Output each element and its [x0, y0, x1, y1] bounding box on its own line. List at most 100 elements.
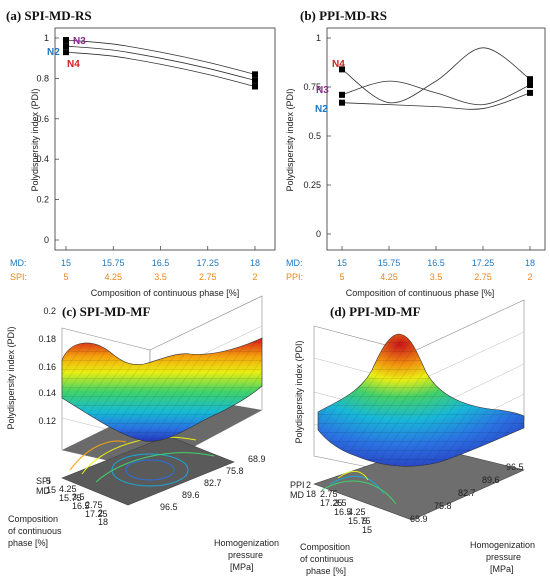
panel-b-xtick-md: 15.75	[378, 258, 401, 268]
panel-b-xtick-md: 18	[525, 258, 535, 268]
panel-b-point-n2-end	[527, 89, 533, 96]
panel-c-zlabel: Polydispersity index (PDI)	[6, 326, 16, 429]
panel-c-ytick-label: 75.8	[226, 466, 244, 476]
panel-d-xtick-top: 3.5	[334, 498, 347, 508]
panel-a-point-n3-end	[252, 71, 258, 78]
panel-a-ytick-label: 0.6	[36, 114, 49, 124]
panel-c-ylabel-line3: [MPa]	[230, 562, 254, 572]
panel-c-xtick-bottom: 15	[46, 485, 56, 495]
panel-a-label-n4: N4	[67, 59, 80, 70]
panel-b-xtick-md: 15	[337, 258, 347, 268]
panel-a-title: (a) SPI-MD-RS	[6, 8, 92, 23]
panel-c-xtick-top: 2.75	[85, 500, 103, 510]
panel-d-surface-mesh	[318, 334, 524, 467]
panel-b-ytick-label: 1	[316, 33, 321, 43]
panel-a-spi-label: SPI:	[10, 272, 27, 282]
panel-d-xtick-bottom: 15	[362, 525, 372, 535]
panel-b-yticks: 0 0.25 0.5 0.75 1	[303, 33, 331, 239]
panel-b-ytick-label: 0	[316, 229, 321, 239]
panel-b-ytick-label: 0.25	[303, 180, 321, 190]
panel-a-frame	[54, 27, 276, 251]
panel-b-ytick-label: 0.5	[308, 131, 321, 141]
panel-c-xtick-bottom: 15.75	[59, 493, 82, 503]
panel-a-series-n2	[65, 45, 256, 81]
panel-d-ytick-label: 75.8	[434, 501, 452, 511]
panel-a: (a) SPI-MD-RS Polydispersity index (PDI)…	[6, 8, 276, 298]
panel-b-xtick-md: 16.5	[427, 258, 445, 268]
panel-b-point-n4-start	[339, 66, 345, 73]
panel-b-xlabel: Composition of continuous phase [%]	[346, 288, 495, 298]
panel-d-x-label-top: PPI	[290, 480, 305, 490]
panel-c-contour	[81, 436, 197, 475]
panel-c-ytick-label: 82.7	[204, 478, 222, 488]
panel-a-xtick-md: 16.5	[152, 258, 170, 268]
panel-c-x-label-top: SPI	[36, 476, 51, 486]
panel-a-xlabel: Composition of continuous phase [%]	[91, 288, 240, 298]
panel-b-label-n4: N4	[332, 59, 345, 70]
panel-a-ytick-label: 0.4	[36, 154, 49, 164]
panel-a-xtick-protein: 2.75	[199, 272, 217, 282]
panel-c-xtick-bottom: 17.25	[85, 509, 108, 519]
panel-d-xtick-top: 2	[306, 480, 311, 490]
panel-a-point-n3-start	[63, 37, 69, 44]
panel-b-curves	[339, 47, 533, 110]
panel-c-contour	[125, 459, 175, 481]
panel-d-x-label-bottom: MD	[290, 490, 304, 500]
panel-b-point-n3-start	[339, 91, 345, 98]
panel-a-ytick-label: 0.8	[36, 73, 49, 83]
panel-a-xtick-md: 15	[61, 258, 71, 268]
panel-a-xtick-protein: 2	[252, 272, 257, 282]
panel-b-frame	[326, 27, 546, 251]
panel-a-ylabel: Polydispersity index (PDI)	[30, 88, 40, 191]
panel-b-xtick-protein: 5	[339, 272, 344, 282]
panel-b-label-n2: N2	[315, 104, 328, 115]
panel-d-xtick-top: 5	[362, 516, 367, 526]
panel-a-point-n4-start	[63, 49, 69, 56]
panel-c-ytick-label: 68.9	[248, 454, 266, 464]
panel-b-ylabel: Polydispersity index (PDI)	[285, 88, 295, 191]
panel-d-xtick-top: 2.75	[320, 489, 338, 499]
panel-c-xlabel-line3: phase [%]	[8, 538, 48, 548]
panel-c-xtick-top: 2	[98, 508, 103, 518]
panel-d-title: (d) PPI-MD-MF	[330, 304, 421, 319]
panel-c-ytick-label: 89.6	[182, 490, 200, 500]
panel-c-zticks: 0.12 0.14 0.16 0.18 0.2	[38, 306, 56, 426]
panel-b-xticks: 15 5 15.75 4.25 16.5 3.5 17.25 2.75 18 2	[337, 246, 535, 282]
panel-c-title: (c) SPI-MD-MF	[62, 304, 150, 319]
panel-d-ytick-label: 89.6	[482, 475, 500, 485]
panel-b-xtick-protein: 2	[527, 272, 532, 282]
panel-a-series-n3	[65, 39, 256, 75]
panel-a-xtick-protein: 3.5	[154, 272, 167, 282]
panel-c-ztick-label: 0.12	[38, 416, 56, 426]
panel-c-ylabel-line1: Homogenization	[214, 538, 279, 548]
panel-a-xtick-protein: 4.25	[104, 272, 122, 282]
panel-d-xlabel-line1: Composition	[300, 542, 350, 552]
panel-d: (d) PPI-MD-MF Polydispersity index (PDI)…	[290, 299, 535, 576]
panel-a-label-n2: N2	[47, 47, 60, 58]
panel-d-xtick-top: 4.25	[348, 507, 366, 517]
panel-c-xtick-top: 3.5	[72, 492, 85, 502]
panel-b-ytick-label: 0.75	[303, 82, 321, 92]
panel-b-title: (b) PPI-MD-RS	[300, 8, 387, 23]
panel-a-xtick-md: 18	[250, 258, 260, 268]
panel-c-ztick-label: 0.16	[38, 362, 56, 372]
panel-a-ytick-label: 0.2	[36, 195, 49, 205]
panel-c-xtick-top: 5	[46, 476, 51, 486]
panel-d-ytick-label: 96.5	[506, 462, 524, 472]
panel-a-label-n3: N3	[73, 36, 86, 47]
panel-c-ztick-label: 0.14	[38, 388, 56, 398]
panel-b-point-n3-end	[527, 82, 533, 89]
panel-a-md-label: MD:	[10, 258, 27, 268]
panel-c-xtick-bottom: 18	[98, 517, 108, 527]
panel-a-yticks: 0 0.2 0.4 0.6 0.8 1	[36, 33, 59, 245]
panel-b-label-n3: N3	[316, 85, 329, 96]
panel-b-xtick-protein: 4.25	[380, 272, 398, 282]
panel-c-xtick-top: 4.25	[59, 484, 77, 494]
panel-a-xtick-md: 15.75	[102, 258, 125, 268]
panel-d-grid	[411, 331, 525, 385]
panel-d-xlabel-line3: phase [%]	[306, 566, 346, 576]
panel-c: (c) SPI-MD-MF Polydispersity index (PDI)…	[6, 295, 279, 572]
panel-d-contour	[321, 480, 397, 505]
panel-c-surface-mesh	[62, 338, 262, 442]
panel-c-ztick-label: 0.2	[43, 306, 56, 316]
